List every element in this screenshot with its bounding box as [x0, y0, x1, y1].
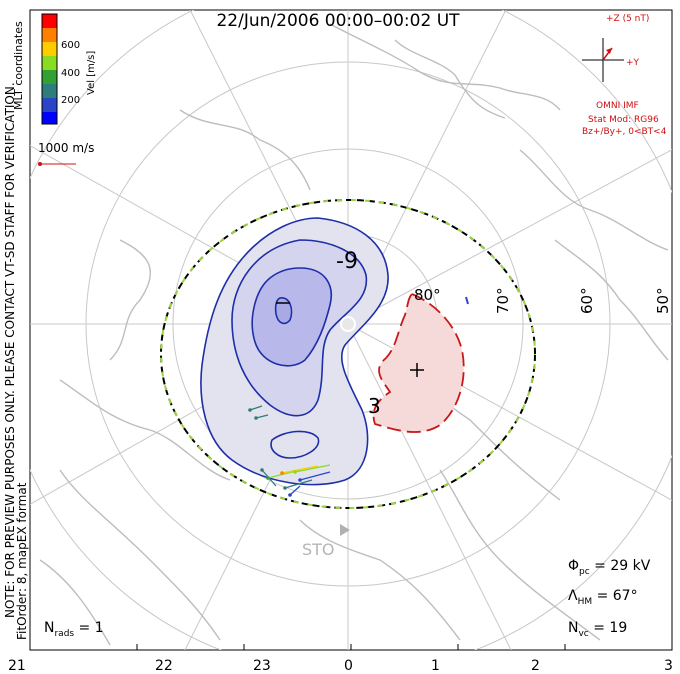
mlt-tick-21: 21	[8, 658, 26, 674]
imf-condition: Bz+/By+, 0<BT<4	[582, 127, 667, 137]
vector-scale-arrow	[38, 162, 76, 166]
mlt-tick-3: 3	[664, 658, 673, 674]
page-title: 22/Jun/2006 00:00–00:02 UT	[216, 11, 460, 31]
colorbar-tick-600: 600	[61, 40, 80, 51]
n-vc-value: 19	[609, 620, 627, 636]
mlt-tick-1: 1	[431, 658, 440, 674]
colorbar-segment	[42, 112, 57, 124]
radar-label: STO	[302, 540, 335, 559]
colorbar-segment	[42, 84, 57, 98]
coordinate-system-label: MLT coordinates	[12, 21, 25, 110]
latitude-label-50: 50°	[654, 287, 672, 314]
mlt-tick-22: 22	[155, 658, 173, 674]
colorbar-segment	[42, 98, 57, 112]
vector-scale-label: 1000 m/s	[38, 141, 94, 155]
statistics: Φpc = 29 kV ΛHM = 67° Nvc = 19 Nrads = 1	[44, 558, 651, 639]
positive-potential-cell	[372, 292, 465, 433]
latitude-label-60: 60°	[578, 287, 596, 314]
pole-marker	[340, 316, 356, 332]
mlt-tick-23: 23	[253, 658, 271, 674]
velocity-colorbar: 600 400 200 Vel [m/s]	[41, 13, 97, 125]
colorbar-segment	[42, 42, 57, 56]
velocity-vectors	[248, 296, 469, 497]
colorbar-tick-400: 400	[61, 68, 80, 79]
mlt-tick-2: 2	[531, 658, 540, 674]
preview-note: NOTE: FOR PREVIEW PURPOSES ONLY. PLEASE …	[3, 82, 17, 618]
latitude-label-70: 70°	[494, 287, 512, 314]
colorbar-segment	[42, 70, 57, 84]
imf-dial: +Z (5 nT) +Y OMNI IMF Stat Mod: RG96 Bz+…	[582, 14, 667, 137]
mlt-axis	[29, 644, 673, 650]
mlt-tick-0: 0	[344, 658, 353, 674]
latitude-label-80: 80°	[414, 286, 441, 304]
negative-potential-cell	[200, 217, 389, 486]
colorbar-segment	[42, 28, 57, 42]
colorbar-tick-200: 200	[61, 95, 80, 106]
contour-label-positive: 3	[368, 394, 381, 418]
imf-stat-mod: Stat Mod: RG96	[588, 115, 659, 125]
imf-source: OMNI IMF	[596, 101, 639, 111]
colorbar-title: Vel [m/s]	[86, 51, 97, 95]
contour-label-negative: -9	[336, 249, 358, 274]
lambda-hm-value: 67°	[613, 588, 638, 604]
hm-boundary-green	[160, 199, 536, 509]
imf-axis-y: +Y	[626, 58, 640, 68]
phi-pc-value: 29 kV	[610, 558, 650, 574]
colorbar-segment	[42, 14, 57, 28]
colorbar-segment	[42, 56, 57, 70]
n-rads-value: 1	[95, 620, 104, 636]
fit-order-note: FitOrder: 8, mapEX format	[15, 482, 29, 640]
radar-site-marker	[340, 524, 350, 536]
imf-axis-z: +Z (5 nT)	[606, 14, 649, 24]
